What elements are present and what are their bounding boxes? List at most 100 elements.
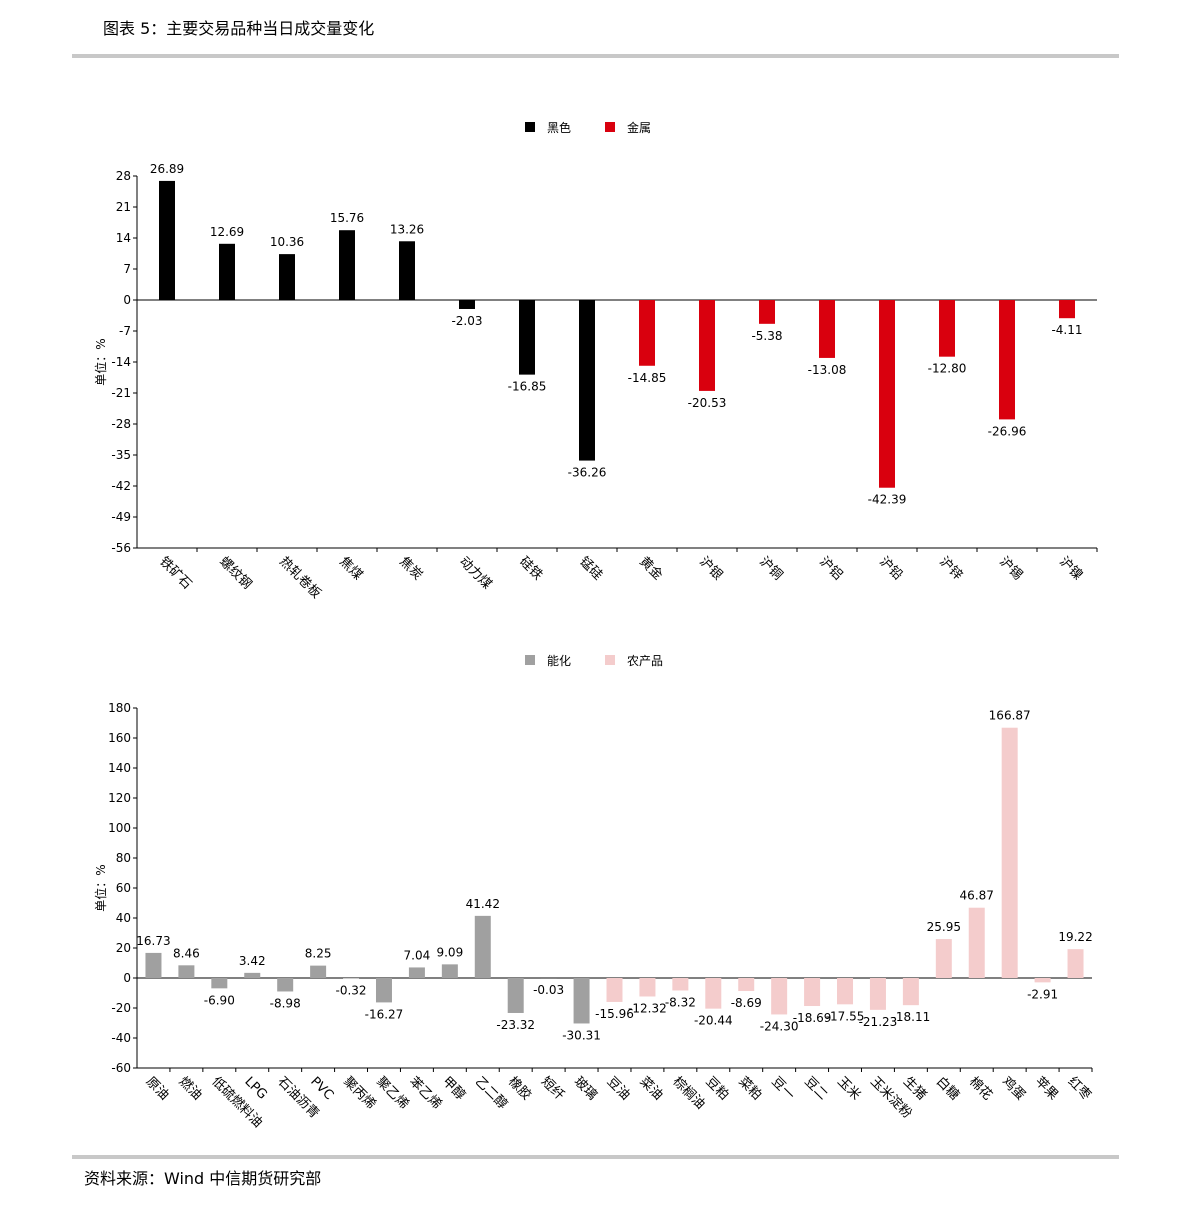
value-label: -4.11	[1051, 323, 1082, 337]
y-tick-label: 160	[108, 731, 131, 745]
x-tick-label: 红枣	[1065, 1074, 1095, 1104]
x-tick-label: 沪铝	[816, 554, 846, 584]
bar	[219, 244, 235, 300]
x-tick-label: 棉花	[966, 1074, 996, 1104]
bar	[145, 953, 161, 978]
x-tick-label: 焦煤	[336, 554, 365, 583]
value-label: 166.87	[989, 709, 1031, 723]
bar	[903, 978, 919, 1005]
bar	[159, 181, 175, 300]
value-label: 19.22	[1058, 930, 1092, 944]
bar	[759, 300, 775, 324]
legend-label: 能化	[547, 654, 571, 668]
value-label: 3.42	[239, 954, 266, 968]
x-tick-label: 铁矿石	[156, 554, 194, 592]
value-label: 16.73	[136, 934, 170, 948]
bar	[579, 300, 595, 461]
y-tick-label: -60	[111, 1061, 131, 1075]
value-label: -5.38	[751, 329, 782, 343]
bar	[1068, 949, 1084, 978]
bar	[1035, 978, 1051, 982]
x-tick-label: 硅铁	[516, 554, 545, 583]
legend-swatch	[605, 122, 615, 132]
legend-swatch	[525, 122, 535, 132]
y-tick-label: 7	[123, 262, 131, 276]
bar	[508, 978, 524, 1013]
bar	[607, 978, 623, 1002]
legend-label: 金属	[627, 120, 651, 135]
value-label: -26.96	[988, 424, 1027, 438]
x-tick-label: 豆二	[801, 1074, 830, 1103]
bar	[244, 973, 260, 978]
value-label: 13.26	[390, 222, 424, 236]
divider	[72, 1155, 1119, 1159]
value-label: -8.32	[665, 995, 696, 1009]
x-tick-label: 动力煤	[456, 554, 494, 592]
x-tick-label: 黄金	[636, 554, 666, 584]
bar	[475, 916, 491, 978]
value-label: -2.91	[1027, 987, 1058, 1001]
legend-label: 农产品	[627, 654, 663, 668]
x-tick-label: 生猪	[900, 1074, 929, 1103]
x-tick-label: 沪铜	[756, 554, 786, 584]
y-tick-label: -42	[111, 479, 131, 493]
y-tick-label: -35	[111, 448, 131, 462]
bar	[999, 300, 1015, 419]
x-tick-label: 玉米	[834, 1074, 863, 1103]
bar	[639, 978, 655, 996]
value-label: -8.69	[731, 996, 762, 1010]
bar	[399, 241, 415, 300]
x-tick-label: 豆一	[768, 1074, 797, 1103]
value-label: -6.90	[204, 993, 235, 1007]
y-tick-label: 21	[116, 200, 131, 214]
value-label: 25.95	[927, 920, 961, 934]
bar	[519, 300, 535, 375]
value-label: -30.31	[562, 1028, 601, 1042]
value-label: 15.76	[330, 211, 364, 225]
bar	[969, 908, 985, 978]
x-tick-label: 橡胶	[505, 1074, 535, 1104]
value-label: -12.32	[628, 1001, 667, 1015]
x-tick-label: 豆粕	[702, 1074, 731, 1103]
bar	[771, 978, 787, 1014]
bar	[1002, 728, 1018, 978]
bar	[672, 978, 688, 990]
x-tick-label: 苹果	[1032, 1074, 1061, 1103]
value-label: -8.98	[270, 996, 301, 1010]
x-tick-label: 螺纹钢	[216, 554, 254, 592]
value-label: -20.53	[688, 396, 727, 410]
x-tick-label: 玻璃	[571, 1074, 600, 1103]
bar	[879, 300, 895, 488]
bar	[738, 978, 754, 991]
y-tick-label: 60	[116, 881, 131, 895]
bar	[1059, 300, 1075, 318]
x-tick-label: 乙二醇	[472, 1074, 511, 1113]
y-tick-label: 14	[116, 231, 131, 245]
bar	[277, 978, 293, 991]
y-tick-label: -49	[111, 510, 131, 524]
x-tick-label: 沪镍	[1056, 554, 1086, 584]
y-tick-label: 140	[108, 761, 131, 775]
y-tick-label: -28	[111, 417, 131, 431]
x-tick-label: 锰硅	[576, 554, 605, 583]
divider	[72, 54, 1119, 58]
value-label: -23.32	[496, 1018, 535, 1032]
value-label: -0.32	[336, 983, 367, 997]
y-tick-label: 80	[116, 851, 131, 865]
y-tick-label: -40	[111, 1031, 131, 1045]
bar	[310, 966, 326, 978]
x-tick-label: 短纤	[538, 1074, 567, 1103]
bar	[819, 300, 835, 358]
value-label: -36.26	[568, 466, 607, 480]
x-tick-label: LPG	[241, 1074, 269, 1102]
bar	[939, 300, 955, 357]
value-label: -20.44	[694, 1014, 733, 1028]
y-tick-label: -20	[111, 1001, 131, 1015]
x-tick-label: 豆油	[604, 1074, 633, 1103]
value-label: -13.08	[808, 363, 847, 377]
y-axis-label: 单位：%	[93, 338, 108, 385]
legend-swatch	[605, 655, 615, 665]
value-label: 7.04	[404, 948, 431, 962]
value-label: -16.27	[365, 1007, 404, 1021]
